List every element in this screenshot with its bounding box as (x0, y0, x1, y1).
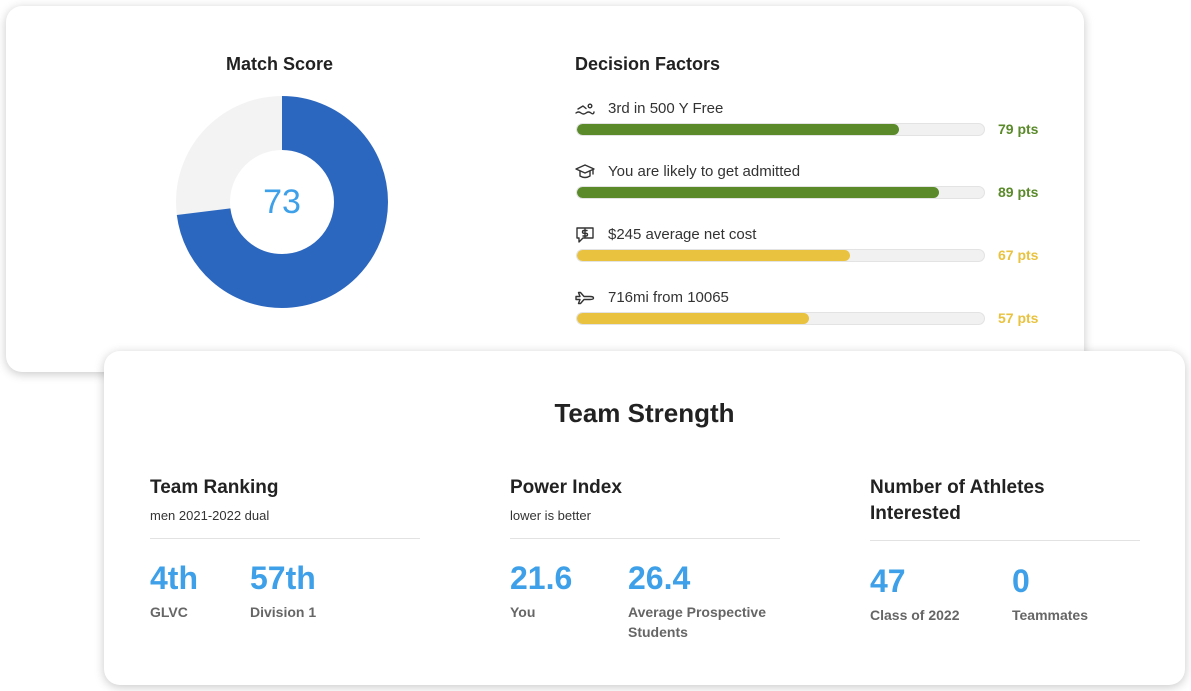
decision-factor-progress-track (576, 249, 985, 262)
swimmer-icon (575, 100, 595, 118)
decision-factor-label: 3rd in 500 Y Free (608, 100, 724, 117)
decision-factor-progress-fill (577, 250, 850, 261)
match-score-card: Match Score 73 Decision Factors 3rd in 5… (6, 6, 1084, 372)
your-power-index-stat: 21.6 You (510, 560, 572, 622)
decision-factor-progress-track (576, 186, 985, 199)
decision-factor-label: You are likely to get admitted (608, 163, 801, 180)
athletes-interested-heading: Number of Athletes Interested (870, 477, 1045, 524)
conference-rank-stat: 4th GLVC (150, 560, 198, 622)
teammates-stat: 0 Teammates (1012, 563, 1088, 625)
section-divider (870, 540, 1140, 541)
stat-value: 4th (150, 560, 198, 596)
donut-chart (176, 96, 388, 308)
stat-value: 0 (1012, 563, 1030, 599)
decision-factor-item: 716mi from 10065 57 pts (575, 289, 1045, 329)
decision-factor-points: 79 pts (998, 121, 1039, 137)
decision-factor-item: $245 average net cost 67 pts (575, 226, 1045, 266)
stat-label: You (510, 604, 536, 620)
section-divider (150, 538, 420, 539)
stat-value: 47 (870, 563, 906, 599)
team-ranking-heading: Team Ranking (150, 477, 279, 498)
decision-factor-progress-track (576, 312, 985, 325)
stat-value: 57th (250, 560, 316, 596)
team-ranking-section: Team Ranking men 2021-2022 dual 4th GLVC… (150, 475, 420, 620)
section-divider (510, 538, 780, 539)
athletes-interested-section: Number of Athletes Interested 47 Class o… (870, 475, 1140, 623)
match-score-value: 73 (263, 183, 301, 221)
decision-factor-item: You are likely to get admitted 89 pts (575, 163, 1045, 203)
class-athletes-stat: 47 Class of 2022 (870, 563, 960, 625)
stat-label: Division 1 (250, 604, 317, 620)
decision-factor-points: 67 pts (998, 247, 1039, 263)
decision-factor-points: 57 pts (998, 310, 1039, 326)
decision-factor-progress-track (576, 123, 985, 136)
decision-factor-progress-fill (577, 313, 809, 324)
stat-label: Class of 2022 (870, 607, 960, 623)
donut-filled-arc (176, 96, 388, 308)
airplane-icon (575, 289, 595, 307)
decision-factor-points: 89 pts (998, 184, 1039, 200)
dollar-chat-icon (575, 226, 595, 244)
decision-factor-label: 716mi from 10065 (608, 289, 729, 306)
team-strength-card: Team Strength Team Ranking men 2021-2022… (104, 351, 1185, 685)
graduation-cap-icon (575, 163, 595, 181)
decision-factor-progress-fill (577, 187, 940, 198)
stat-value: 26.4 (628, 560, 691, 596)
stat-label: GLVC (150, 604, 188, 620)
decision-factor-item: 3rd in 500 Y Free 79 pts (575, 100, 1045, 140)
power-index-subheading: lower is better (510, 508, 591, 523)
match-score-donut: 73 (176, 96, 388, 308)
decision-factor-progress-fill (577, 124, 899, 135)
stat-label: Teammates (1012, 607, 1089, 623)
stat-label: Average Prospective Students (628, 604, 766, 640)
match-score-title: Match Score (226, 54, 334, 74)
team-ranking-subheading: men 2021-2022 dual (150, 508, 270, 523)
average-power-index-stat: 26.4 Average Prospective Students (628, 560, 788, 642)
power-index-heading: Power Index (510, 477, 622, 498)
decision-factors-title: Decision Factors (575, 54, 721, 74)
division-rank-stat: 57th Division 1 (250, 560, 316, 622)
decision-factor-label: $245 average net cost (608, 226, 757, 243)
stat-value: 21.6 (510, 560, 573, 596)
team-strength-title: Team Strength (554, 398, 735, 428)
power-index-section: Power Index lower is better 21.6 You 26.… (510, 475, 780, 640)
